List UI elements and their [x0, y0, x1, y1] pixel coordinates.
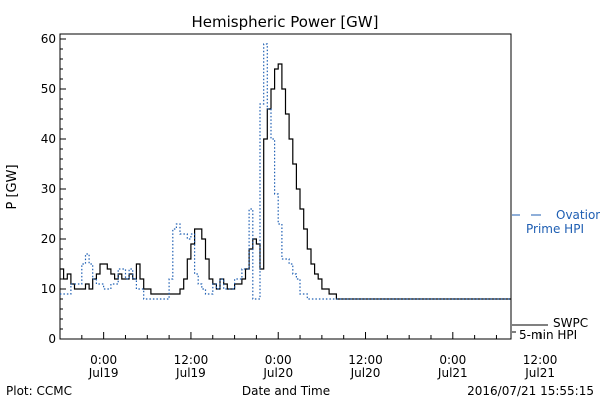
x-tick-date: Jul21 — [437, 366, 468, 380]
x-axis-label: Date and Time — [242, 384, 330, 398]
x-tick-time: 0:00 — [265, 353, 292, 367]
y-tick-label: 40 — [41, 132, 56, 146]
x-tick-date: Jul19 — [88, 366, 119, 380]
x-tick-time: 0:00 — [90, 353, 117, 367]
plot-timestamp: 2016/07/21 15:55:15 — [467, 384, 594, 398]
y-tick-label: 20 — [41, 232, 56, 246]
series-lines — [60, 43, 511, 300]
legend-swpc: SWPC 5-min HPI — [512, 316, 588, 342]
legend-ovation-label-1: Ovation — [556, 208, 600, 222]
x-tick-time: 0:00 — [439, 353, 466, 367]
y-axis-label: P [GW] — [5, 164, 20, 209]
plot-credit: Plot: CCMC — [6, 384, 72, 398]
x-tick-time: 12:00 — [174, 353, 209, 367]
legend-swpc-label-1: SWPC — [553, 316, 588, 330]
x-tick-time: 12:00 — [523, 353, 558, 367]
legend-ovation-label-2: Prime HPI — [526, 222, 584, 236]
y-axis: 0 10 20 30 40 50 60 — [41, 32, 66, 346]
y-tick-label: 60 — [41, 32, 56, 46]
y-tick-label: 10 — [41, 282, 56, 296]
x-tick-date: Jul21 — [524, 366, 555, 380]
x-tick-date: Jul20 — [350, 366, 381, 380]
x-tick-time: 12:00 — [348, 353, 383, 367]
chart-title: Hemispheric Power [GW] — [192, 13, 379, 31]
series-swpc-line — [60, 63, 511, 300]
x-tick-date: Jul20 — [262, 366, 293, 380]
y-tick-label: 50 — [41, 82, 56, 96]
plot-frame — [59, 33, 512, 340]
y-tick-label: 0 — [48, 332, 56, 346]
series-ovation-line — [60, 43, 511, 300]
x-tick-date: Jul19 — [175, 366, 206, 380]
legend-swpc-label-2: 5-min HPI — [519, 328, 577, 342]
x-axis: 0:00Jul1912:00Jul190:00Jul2012:00Jul200:… — [59, 332, 558, 380]
y-tick-label: 30 — [41, 182, 56, 196]
legend-ovation: Ovation Prime HPI — [512, 208, 600, 236]
